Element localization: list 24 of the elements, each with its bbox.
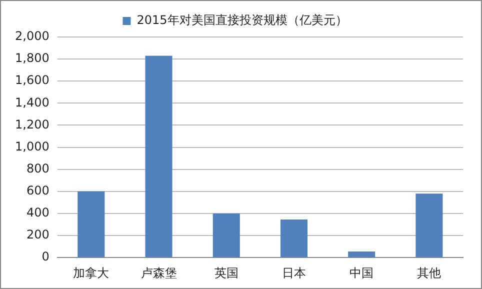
y-tick-label: 1,000 xyxy=(14,139,50,154)
bar xyxy=(348,252,376,258)
x-tick-label: 日本 xyxy=(282,266,306,280)
y-tick-label: 0 xyxy=(42,250,50,264)
x-tick-label: 英国 xyxy=(214,266,238,280)
legend-label: 2015年对美国直接投资规模（亿美元） xyxy=(136,13,348,28)
y-tick-label: 1,800 xyxy=(14,51,50,66)
bar xyxy=(416,194,443,258)
y-tick-label: 2,000 xyxy=(14,29,50,44)
x-tick-label: 卢森堡 xyxy=(140,266,177,280)
y-tick-label: 600 xyxy=(26,184,50,198)
y-tick-label: 1,600 xyxy=(14,73,50,88)
y-tick-label: 800 xyxy=(26,161,50,176)
bar xyxy=(78,191,105,258)
bar xyxy=(280,220,308,258)
y-tick-label: 200 xyxy=(26,228,50,242)
y-tick-label: 1,200 xyxy=(14,117,50,132)
x-tick-label: 加拿大 xyxy=(73,266,110,280)
bar xyxy=(145,56,172,258)
x-tick-label: 其他 xyxy=(417,266,442,280)
bar xyxy=(212,213,240,258)
x-tick-label: 中国 xyxy=(350,266,374,280)
y-tick-label: 400 xyxy=(26,206,50,220)
y-tick-label: 1,400 xyxy=(14,95,50,110)
